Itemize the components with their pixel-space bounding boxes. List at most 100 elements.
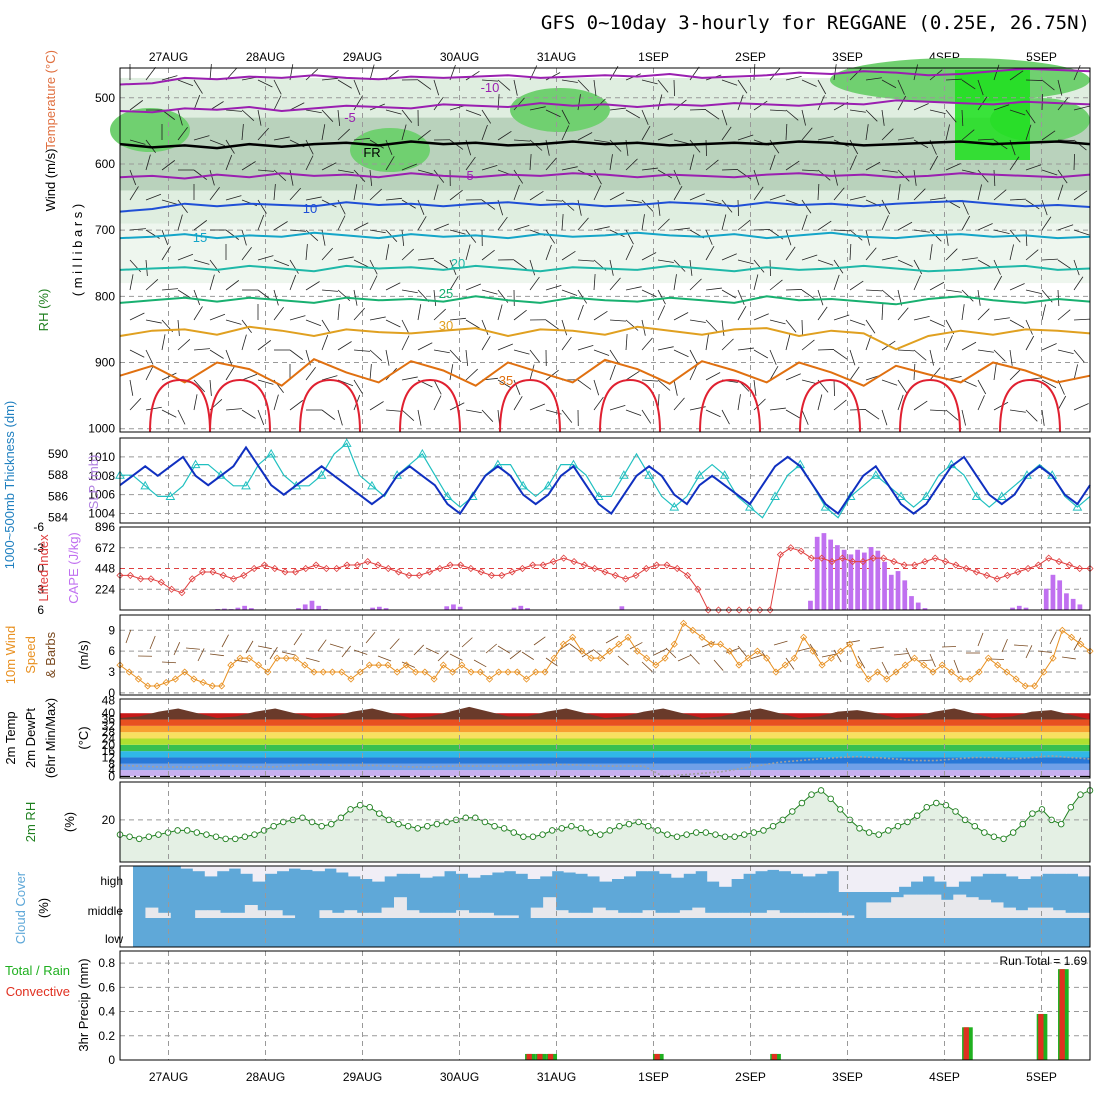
temp-ylabel-unit: (°C): [76, 726, 91, 749]
wind-barb: [481, 409, 494, 422]
wind-barb: [465, 368, 478, 381]
cloud-mid-8: [232, 912, 246, 918]
thickness-ytick-3: 584: [48, 511, 68, 525]
cloud-high-37: [575, 866, 589, 874]
wind-barb: [737, 199, 739, 217]
bottom-date-6: 2SEP: [735, 1070, 766, 1084]
li-marker-1: [126, 571, 134, 579]
wind-barb-10m: [485, 643, 497, 654]
cloud-high-56: [802, 866, 816, 877]
upper-ylabel-rh: RH (%): [36, 289, 51, 332]
wind-barb: [401, 248, 414, 261]
cloud-high-25: [432, 866, 445, 877]
wind-barb: [417, 199, 425, 215]
cape-bar-111: [868, 547, 874, 610]
cloud-high-64: [898, 866, 912, 887]
precip-conv-bar-88: [1059, 969, 1065, 1060]
wind-barb: [721, 338, 734, 351]
rh-marker-84: [923, 804, 930, 811]
temp-ytick-1: 40: [102, 706, 116, 720]
li-marker-75: [890, 558, 898, 566]
wind-barb: [193, 394, 198, 411]
wind-barb: [833, 379, 835, 397]
cloud-mid-43: [667, 912, 681, 918]
wind-barb: [641, 337, 653, 351]
li-marker-77: [911, 561, 919, 569]
wind-barb: [401, 163, 417, 171]
wind-marker-37: [458, 661, 466, 669]
wind-barb: [273, 221, 288, 231]
wind-barb: [1025, 79, 1043, 81]
wind-barb: [449, 317, 466, 321]
li-marker-7: [188, 575, 196, 583]
thickness-marker-26: [442, 491, 453, 500]
cape-bar-140: [1064, 593, 1069, 610]
rh-panel: 20: [102, 781, 1094, 863]
li-marker-58: [714, 606, 723, 614]
wind-barb: [337, 128, 350, 141]
wind-barb: [177, 109, 183, 126]
wind-barb-10m: [497, 645, 511, 654]
wind-marker-59: [661, 654, 669, 662]
wind-barb: [193, 348, 210, 351]
wind-barb: [129, 274, 134, 291]
bottom-date-0: 27AUG: [149, 1070, 188, 1084]
thickness-marker-60: [870, 470, 881, 479]
wind-barb: [609, 349, 620, 364]
wind-barb: [561, 109, 570, 125]
cloud-high-34: [539, 866, 553, 877]
rh-marker-90: [981, 829, 988, 836]
wind-barb-10m: [413, 644, 425, 656]
wind-barb: [161, 229, 169, 246]
wind-barb: [849, 319, 866, 326]
wind-barb: [929, 349, 934, 366]
wind-barb: [625, 245, 634, 261]
wind-marker-43: [513, 668, 521, 676]
wind-barb: [561, 214, 564, 231]
cloud-high-28: [467, 866, 481, 878]
wind-barb: [641, 409, 652, 424]
wind-barb: [353, 379, 363, 394]
wind-barb: [273, 79, 282, 95]
wind-barb: [1009, 409, 1026, 413]
wind-marker-44: [522, 675, 531, 683]
wind-barb: [625, 229, 634, 245]
rh-marker-80: [885, 827, 892, 834]
wind-barb: [257, 109, 262, 126]
wind-barb: [753, 100, 768, 111]
cloud-high-73: [1006, 866, 1019, 877]
wind-barb: [561, 125, 570, 141]
wind-barb-10m: [977, 632, 984, 647]
contour-label-1: -5: [344, 110, 356, 125]
wind-barb: [369, 275, 378, 291]
wind-barb: [801, 127, 813, 141]
rh-marker-2: [135, 835, 143, 843]
rh-marker-7: [183, 827, 191, 834]
wind-barb: [897, 79, 905, 95]
cape-bar-37: [370, 607, 375, 610]
wind-barb: [753, 64, 756, 81]
wind-marker-76: [818, 661, 826, 669]
isotherm-20: [119, 264, 1091, 273]
cloud-mid-21: [394, 897, 407, 918]
thickness-marker-6: [190, 459, 201, 469]
wind-barb: [449, 364, 454, 381]
rh-marker-26: [366, 804, 373, 811]
cloud-mid-32: [530, 907, 544, 918]
wind-barb: [337, 215, 346, 231]
cape-bar-26: [296, 608, 301, 610]
wind-marker-86: [910, 654, 919, 662]
rh-marker-67: [760, 827, 767, 834]
wind-barb: [337, 109, 341, 126]
rh-marker-62: [712, 831, 719, 838]
hot-isotherm-loop-0: [149, 378, 211, 433]
wind-barb: [385, 197, 402, 201]
contour-label-2: FR: [363, 145, 380, 160]
rh-marker-52: [616, 822, 623, 830]
rh-marker-63: [721, 833, 729, 840]
wind-barb: [417, 216, 427, 231]
cloud-high-75: [1030, 866, 1043, 877]
temp-band-3: [120, 751, 1090, 758]
wind-barb: [529, 364, 535, 381]
